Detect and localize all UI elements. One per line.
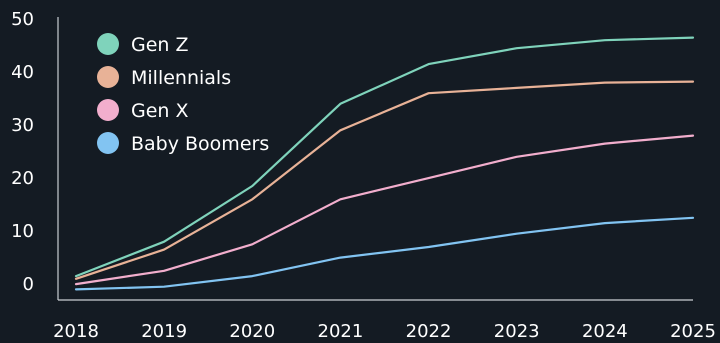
y-tick-label: 50 bbox=[11, 9, 34, 30]
legend-label-0: Gen Z bbox=[131, 34, 189, 56]
x-tick-label: 2023 bbox=[494, 321, 540, 342]
legend-marker-2 bbox=[97, 99, 119, 121]
series-line-1 bbox=[74, 80, 695, 280]
y-tick-label: 10 bbox=[11, 221, 34, 242]
series-lines bbox=[74, 36, 695, 291]
x-tick-label: 2025 bbox=[670, 321, 716, 342]
legend-label-3: Baby Boomers bbox=[131, 133, 269, 155]
x-tick-label: 2022 bbox=[406, 321, 452, 342]
x-tick-label: 2019 bbox=[141, 321, 187, 342]
series-line-3 bbox=[74, 216, 695, 291]
x-tick-label: 2018 bbox=[53, 321, 99, 342]
legend-label-1: Millennials bbox=[131, 67, 231, 89]
x-tick-label: 2024 bbox=[582, 321, 628, 342]
legend-marker-3 bbox=[97, 132, 119, 154]
chart-legend: Gen Z Millennials Gen X Baby Boomers bbox=[97, 33, 269, 155]
series-line-0 bbox=[74, 36, 695, 278]
x-tick-label: 2020 bbox=[229, 321, 275, 342]
y-tick-label: 40 bbox=[11, 62, 34, 83]
y-tick-label: 20 bbox=[11, 168, 34, 189]
y-tick-label: 0 bbox=[23, 274, 34, 295]
legend-marker-1 bbox=[97, 66, 119, 88]
legend-label-2: Gen X bbox=[131, 100, 189, 122]
series-line-2 bbox=[74, 134, 695, 286]
chart-axes: 0 10 20 30 40 50 2018 2019 2020 2021 2022 2023 2024 2… bbox=[11, 9, 716, 342]
legend-marker-0 bbox=[97, 33, 119, 55]
y-tick-label: 30 bbox=[11, 115, 34, 136]
x-tick-label: 2021 bbox=[318, 321, 364, 342]
